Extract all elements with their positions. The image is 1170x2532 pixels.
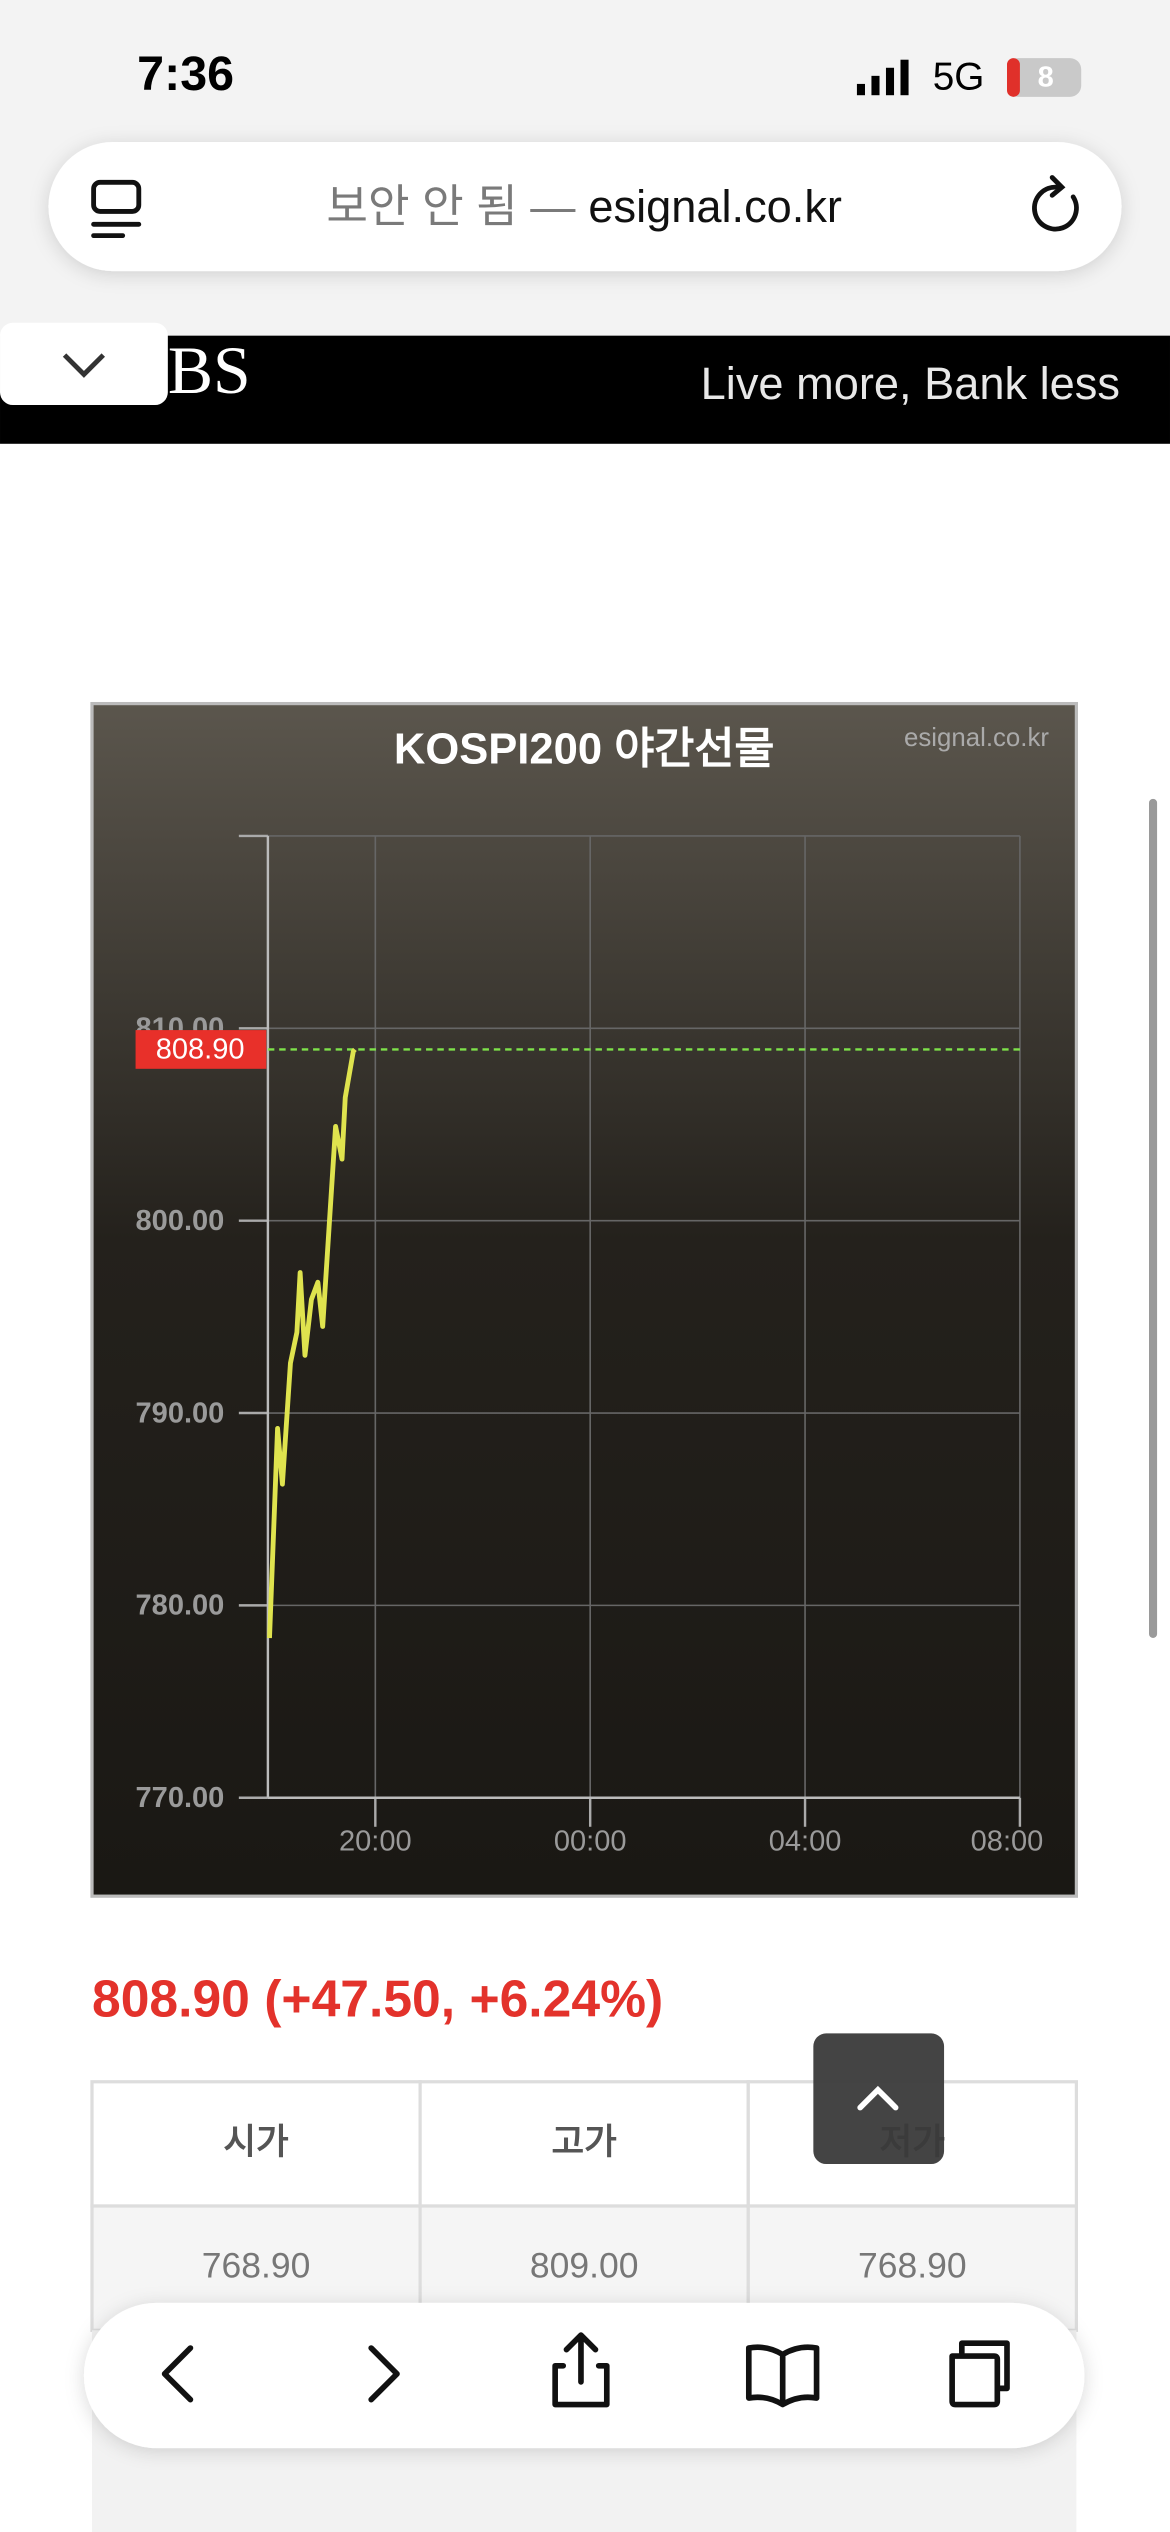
signal-icon [856,59,909,96]
watermark: esignal.co.kr [904,724,1049,752]
battery-level [1007,58,1020,97]
status-time: 7:36 [137,47,234,101]
y-tick-label: 770.00 [136,1782,225,1814]
forward-button[interactable] [368,2345,400,2403]
header-cell [418,2080,750,2208]
url-text[interactable]: 보안 안 됨 — esignal.co.kr [326,181,842,232]
x-tick-label: 04:00 [769,1826,842,1858]
y-tick-label: 780.00 [136,1590,225,1622]
cell-text: 768.90 [858,2246,967,2286]
reader-icon[interactable] [91,179,142,239]
back-button[interactable] [161,2345,194,2403]
toolbar [83,2302,1085,2449]
y-tick-label: 800.00 [136,1205,225,1237]
y-tick-label: 790.00 [136,1397,225,1429]
header-cell [90,2080,422,2208]
cell-text: 768.90 [202,2246,311,2286]
cell-text: 809.00 [530,2246,639,2286]
header-text: 고가 [552,2121,618,2161]
domain: esignal.co.kr [588,181,842,232]
chart-box [90,701,1079,1898]
scrollbar [1149,798,1158,1638]
x-tick-label: 08:00 [971,1826,1044,1858]
network-label: 5G [933,55,985,98]
url-bar[interactable] [48,142,1122,272]
battery-label: 8 [1038,62,1054,94]
chart-title: KOSPI200 야간선물 [394,726,775,774]
tabs-button[interactable] [949,2340,1010,2408]
battery [1007,58,1082,97]
collapse-tab[interactable] [0,322,168,406]
x-tick-label: 20:00 [339,1826,412,1858]
chevron-down [62,353,106,378]
current-price-badge [135,1030,267,1069]
banner[interactable] [0,335,1170,444]
banner-logo: BS [168,333,251,408]
banner-slogan: Live more, Bank less [701,358,1120,409]
chevron-up [857,2085,899,2111]
scroll-top-button[interactable] [813,2033,945,2165]
price-line [267,1047,357,1639]
quote: 808.90 (+47.50, +6.24%) [92,1969,663,2027]
security-label: 보안 안 됨 — [326,181,576,232]
bookmarks-button[interactable] [745,2344,820,2408]
share-button[interactable] [552,2332,610,2408]
current-price-label: 808.90 [156,1034,245,1066]
header-text: 시가 [223,2121,289,2161]
x-tick-label: 00:00 [554,1826,627,1858]
reload-button[interactable] [1032,175,1079,232]
